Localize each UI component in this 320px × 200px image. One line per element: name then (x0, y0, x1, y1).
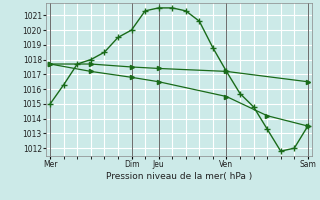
X-axis label: Pression niveau de la mer( hPa ): Pression niveau de la mer( hPa ) (106, 172, 252, 181)
